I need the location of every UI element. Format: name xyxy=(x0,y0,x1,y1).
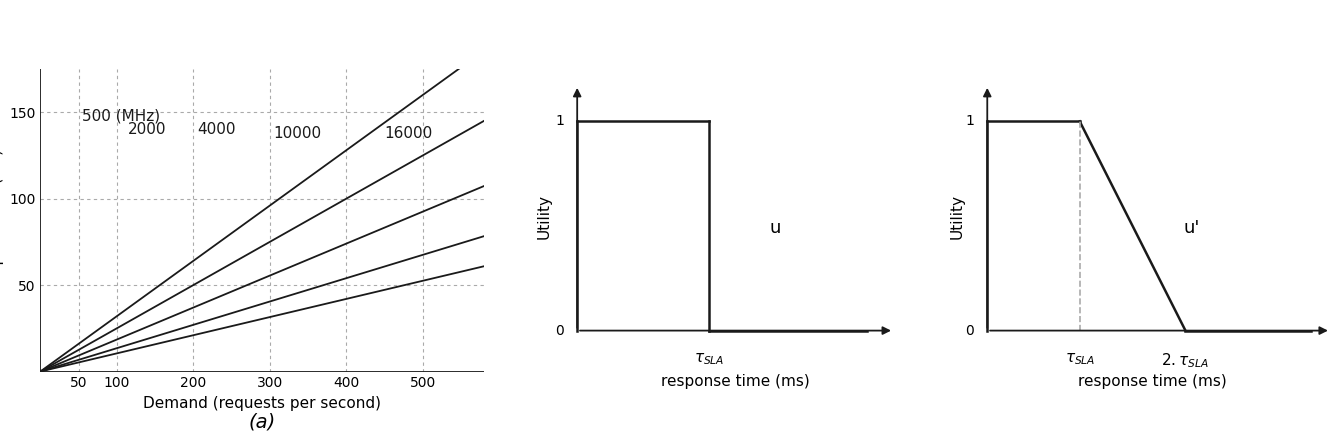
Text: 10000: 10000 xyxy=(274,126,321,140)
Text: $\tau_{SLA}$: $\tau_{SLA}$ xyxy=(694,351,724,367)
Text: response time (ms): response time (ms) xyxy=(1078,374,1227,389)
Text: u': u' xyxy=(1184,219,1200,237)
Text: 16000: 16000 xyxy=(384,126,433,140)
Text: (a): (a) xyxy=(249,413,276,432)
Text: Utility: Utility xyxy=(950,194,965,239)
X-axis label: Demand (requests per second): Demand (requests per second) xyxy=(142,396,382,411)
Text: 1: 1 xyxy=(965,114,974,128)
Y-axis label: Respose time (ms): Respose time (ms) xyxy=(0,149,4,292)
Text: $\tau_{SLA}$: $\tau_{SLA}$ xyxy=(1064,351,1095,367)
Text: response time (ms): response time (ms) xyxy=(661,374,810,389)
Text: Utility: Utility xyxy=(536,194,551,239)
Text: 0: 0 xyxy=(965,324,974,337)
Text: u: u xyxy=(769,219,781,237)
Text: $2.\tau_{SLA}$: $2.\tau_{SLA}$ xyxy=(1161,351,1210,370)
Text: 500 (MHz): 500 (MHz) xyxy=(82,108,160,123)
Text: 4000: 4000 xyxy=(198,122,235,137)
Text: 0: 0 xyxy=(555,324,564,337)
Text: 2000: 2000 xyxy=(128,122,167,137)
Text: 1: 1 xyxy=(555,114,564,128)
